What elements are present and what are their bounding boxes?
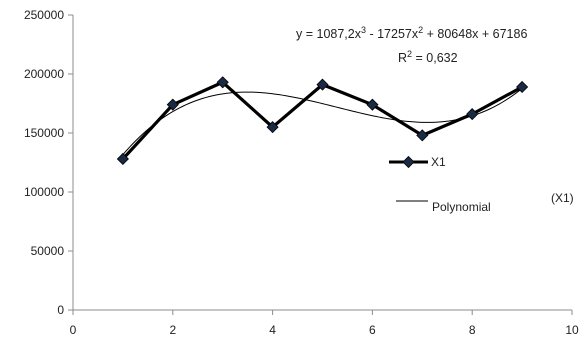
data-point-marker	[166, 98, 179, 111]
y-tick-label: 250000	[24, 8, 64, 22]
data-point-marker	[316, 78, 329, 91]
data-point-marker	[366, 98, 379, 111]
data-point-marker	[216, 76, 229, 89]
polynomial-trendline	[122, 88, 523, 155]
axes	[68, 14, 573, 315]
series-group	[116, 76, 529, 166]
legend-x1-label: X1	[431, 155, 446, 169]
y-tick-label: 200000	[24, 67, 64, 81]
x-tick-label: 0	[70, 323, 77, 337]
side-label: (X1)	[551, 191, 574, 205]
x-tick-label: 8	[469, 323, 476, 337]
y-tick-label: 50000	[31, 244, 65, 258]
x-tick-label: 6	[369, 323, 376, 337]
x-tick-label: 4	[269, 323, 276, 337]
r-squared-text: R2 = 0,632	[398, 49, 458, 65]
legend-x1-marker	[402, 155, 415, 169]
data-point-marker	[416, 129, 429, 142]
legend: X1 Polynomial	[389, 155, 491, 214]
data-point-marker	[266, 121, 279, 134]
series-line-x1	[121, 80, 523, 161]
legend-polynomial-label: Polynomial	[432, 200, 491, 214]
y-tick-label: 100000	[24, 185, 64, 199]
trendline-equation: y = 1087,2x3 - 17257x2 + 80648x + 67186	[296, 25, 527, 41]
y-tick-label: 150000	[24, 126, 64, 140]
x-tick-label: 2	[169, 323, 176, 337]
data-point-marker	[116, 152, 129, 166]
trendline-group	[122, 88, 523, 155]
y-tick-label: 0	[57, 303, 64, 317]
x-tick-label: 10	[565, 323, 579, 337]
data-point-marker	[516, 80, 529, 94]
data-point-marker	[466, 108, 479, 121]
tick-labels: 0 50000 100000 150000 200000 250000 0 2 4 6 8 10	[24, 8, 579, 337]
